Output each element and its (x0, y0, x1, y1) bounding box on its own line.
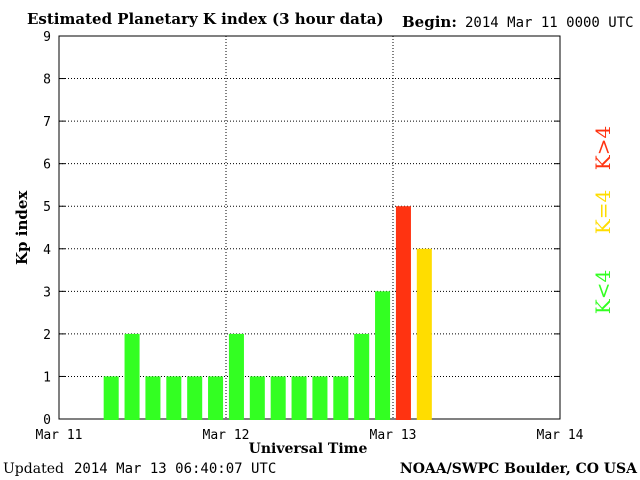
kp-bar (187, 376, 203, 420)
updated-value: 2014 Mar 13 06:40:07 UTC (74, 461, 276, 477)
y-tick-label: 0 (43, 413, 51, 428)
kp-bar (208, 376, 224, 420)
y-axis-label: Kp index (13, 190, 31, 265)
legend-item: K>4 (591, 126, 615, 170)
legend: K<4 K=4 K>4 (591, 126, 615, 314)
legend-item: K=4 (591, 190, 615, 234)
grid-lines (59, 35, 560, 420)
y-tick-labels: 0 1 2 3 4 5 6 7 8 9 (43, 30, 51, 428)
kp-bar (228, 333, 244, 420)
begin-label: Begin: (402, 13, 457, 31)
kp-bar (312, 376, 328, 420)
kp-bar (166, 376, 182, 420)
y-tick-label: 3 (43, 285, 51, 300)
y-tick-label: 9 (43, 30, 51, 45)
kp-bar (270, 376, 286, 420)
y-tick-label: 6 (43, 158, 51, 173)
x-tick-label: Mar 14 (537, 428, 584, 443)
plot-area (58, 35, 561, 420)
y-tick-label: 1 (43, 370, 51, 385)
chart-title: Estimated Planetary K index (3 hour data… (27, 10, 384, 28)
y-tick-label: 4 (43, 243, 51, 258)
y-tick-label: 8 (43, 73, 51, 88)
x-tick-label: Mar 11 (36, 428, 83, 443)
kp-bar (333, 376, 349, 420)
x-tick-label: Mar 13 (370, 428, 417, 443)
kp-bar (375, 291, 391, 420)
x-tick-label: Mar 12 (203, 428, 250, 443)
x-tick-labels: Mar 11 Mar 12 Mar 13 Mar 14 (36, 428, 584, 443)
kp-bar (124, 333, 140, 420)
kp-bar (416, 248, 432, 420)
kp-bar (354, 333, 370, 420)
y-tick-label: 2 (43, 328, 51, 343)
kp-bar (249, 376, 265, 420)
begin-value: 2014 Mar 11 0000 UTC (465, 15, 634, 31)
y-tick-label: 5 (43, 200, 51, 215)
kp-bar (395, 206, 411, 420)
updated-label: Updated (3, 461, 64, 477)
x-axis-label: Universal Time (249, 441, 368, 457)
kp-bar (291, 376, 307, 420)
source-credit: NOAA/SWPC Boulder, CO USA (400, 461, 638, 477)
bars (103, 206, 432, 420)
y-tick-label: 7 (43, 115, 51, 130)
legend-item: K<4 (591, 270, 615, 314)
kp-bar (145, 376, 161, 420)
kp-bar (103, 376, 119, 420)
